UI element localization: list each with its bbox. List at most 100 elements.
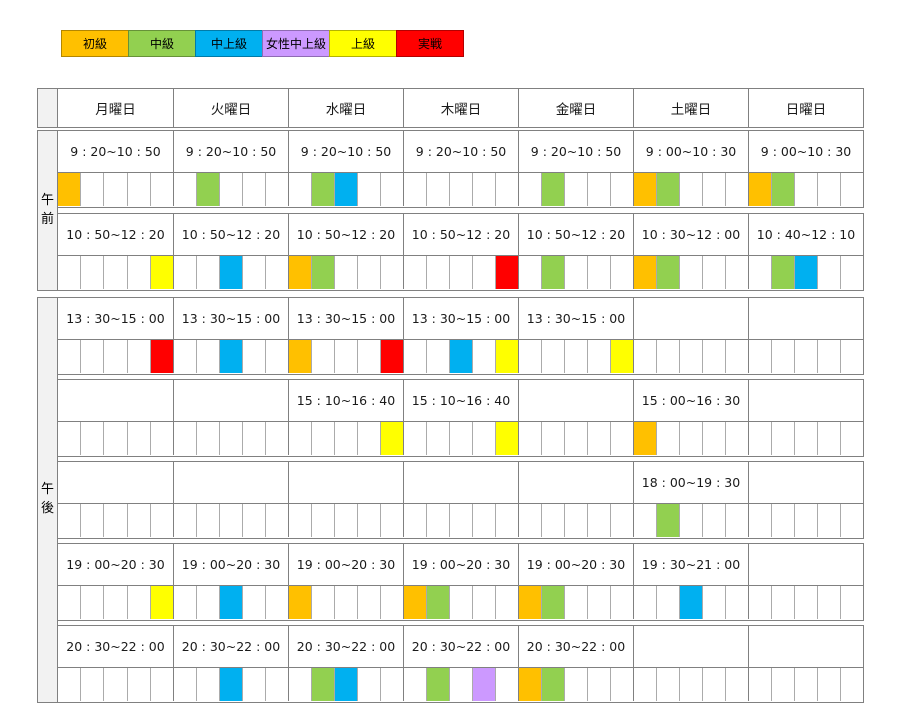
slot-cell-upper-intermediate — [795, 256, 818, 289]
legend-item-upper-intermediate: 中上級 — [195, 30, 263, 57]
time-row: 18 : 00~19 : 30 — [58, 462, 863, 504]
slot-cell-empty — [726, 340, 748, 373]
slot-group-thursday — [403, 256, 518, 289]
schedule-block: 20 : 30~22 : 00 20 : 30~22 : 00 20 : 30~22… — [57, 625, 864, 703]
slot-cell-empty — [127, 668, 151, 701]
time-cell-thursday: 20 : 30~22 : 00 — [403, 626, 518, 667]
day-header-monday: 月曜日 — [95, 102, 136, 118]
slot-cell-beginner — [634, 256, 657, 289]
slot-cell-empty — [565, 586, 588, 619]
slot-cell-empty — [104, 256, 128, 289]
section-label-char: 午 — [40, 192, 54, 208]
slot-group-monday — [58, 422, 174, 455]
slot-cell-empty — [81, 586, 105, 619]
time-cell-wednesday: 19 : 00~20 : 30 — [288, 544, 403, 585]
slot-cell-beginner — [289, 256, 312, 289]
legend-item-advanced: 上級 — [329, 30, 397, 57]
slot-cell-empty — [197, 668, 220, 701]
legend-item-practice: 実戦 — [396, 30, 464, 57]
slot-cell-empty — [266, 668, 288, 701]
slot-cell-empty — [312, 504, 335, 537]
time-cell-wednesday: 13 : 30~15 : 00 — [288, 298, 403, 339]
slot-cell-empty — [381, 173, 403, 206]
slot-cell-intermediate — [657, 173, 680, 206]
schedule-block: 15 : 10~16 : 40 15 : 10~16 : 40 15 : 00~16… — [57, 379, 864, 457]
corner-cell — [37, 88, 58, 128]
section-label-char: 午 — [40, 482, 54, 498]
slot-group-monday — [58, 256, 174, 289]
time-cell-friday: 20 : 30~22 : 00 — [518, 626, 633, 667]
slot-group-friday — [518, 256, 633, 289]
slot-cell-upper-intermediate — [680, 586, 703, 619]
slot-cell-empty — [197, 586, 220, 619]
time-cell-saturday: 15 : 00~16 : 30 — [633, 380, 748, 421]
slot-cell-empty — [841, 422, 863, 455]
slot-cell-empty — [81, 668, 105, 701]
legend-item-beginner: 初級 — [61, 30, 129, 57]
slot-cell-empty — [104, 340, 128, 373]
day-header-sunday: 日曜日 — [748, 89, 863, 127]
slot-group-wednesday — [288, 173, 403, 206]
time-cell-sunday — [748, 462, 863, 503]
slot-group-wednesday — [288, 256, 403, 289]
slot-cell-empty — [818, 340, 841, 373]
slot-cell-empty — [680, 340, 703, 373]
slot-cell-empty — [58, 586, 82, 619]
slot-cell-empty — [127, 340, 151, 373]
time-cell-saturday: 19 : 30~21 : 00 — [633, 544, 748, 585]
slot-cell-empty — [220, 422, 243, 455]
slot-cell-empty — [473, 504, 496, 537]
slot-cell-empty — [496, 173, 518, 206]
slot-cell-advanced — [496, 340, 518, 373]
slot-cell-empty — [174, 422, 197, 455]
slot-cell-empty — [335, 256, 358, 289]
slot-cell-empty — [634, 504, 657, 537]
slot-cell-empty — [58, 340, 82, 373]
section-pm: 午後 13 : 30~15 : 00 13 : 30~15 : 00 13 : 30~… — [37, 297, 864, 703]
slot-cell-empty — [81, 422, 105, 455]
slot-group-wednesday — [288, 504, 403, 537]
slot-group-monday — [58, 668, 174, 701]
slot-cell-empty — [795, 340, 818, 373]
slot-cell-empty — [841, 668, 863, 701]
time-cell-sunday — [748, 380, 863, 421]
slot-group-thursday — [403, 422, 518, 455]
slot-cell-empty — [104, 504, 128, 537]
time-cell-friday: 9 : 20~10 : 50 — [518, 131, 633, 172]
slot-cell-empty — [818, 504, 841, 537]
slot-group-monday — [58, 504, 174, 537]
slot-group-wednesday — [288, 340, 403, 373]
slot-cell-beginner — [58, 173, 82, 206]
day-header-tuesday: 火曜日 — [173, 89, 288, 127]
slot-group-tuesday — [173, 340, 288, 373]
slot-cell-empty — [381, 586, 403, 619]
slot-cell-empty — [197, 422, 220, 455]
time-row: 15 : 10~16 : 40 15 : 10~16 : 40 15 : 00~16… — [58, 380, 863, 422]
slots-row — [58, 668, 863, 701]
time-cell-wednesday — [288, 462, 403, 503]
time-cell-wednesday: 15 : 10~16 : 40 — [288, 380, 403, 421]
slot-cell-empty — [450, 422, 473, 455]
slot-cell-empty — [703, 504, 726, 537]
slot-cell-upper-intermediate — [220, 256, 243, 289]
slot-cell-empty — [58, 504, 82, 537]
time-cell-saturday — [633, 626, 748, 667]
slot-cell-empty — [450, 504, 473, 537]
slot-cell-empty — [542, 504, 565, 537]
slot-cell-empty — [611, 173, 633, 206]
slot-cell-upper-intermediate — [220, 340, 243, 373]
slot-cell-empty — [127, 586, 151, 619]
slot-cell-beginner — [634, 173, 657, 206]
slot-group-thursday — [403, 586, 518, 619]
slot-cell-empty — [841, 340, 863, 373]
time-cell-friday: 19 : 00~20 : 30 — [518, 544, 633, 585]
weekday-header-row: 月曜日 火曜日 水曜日 木曜日 金曜日 土曜日 日曜日 — [37, 88, 864, 128]
slot-cell-advanced — [150, 256, 174, 289]
slot-cell-empty — [58, 668, 82, 701]
slot-cell-empty — [266, 504, 288, 537]
slot-group-friday — [518, 586, 633, 619]
slot-cell-empty — [266, 422, 288, 455]
slot-cell-empty — [243, 340, 266, 373]
slot-group-saturday — [633, 173, 748, 206]
